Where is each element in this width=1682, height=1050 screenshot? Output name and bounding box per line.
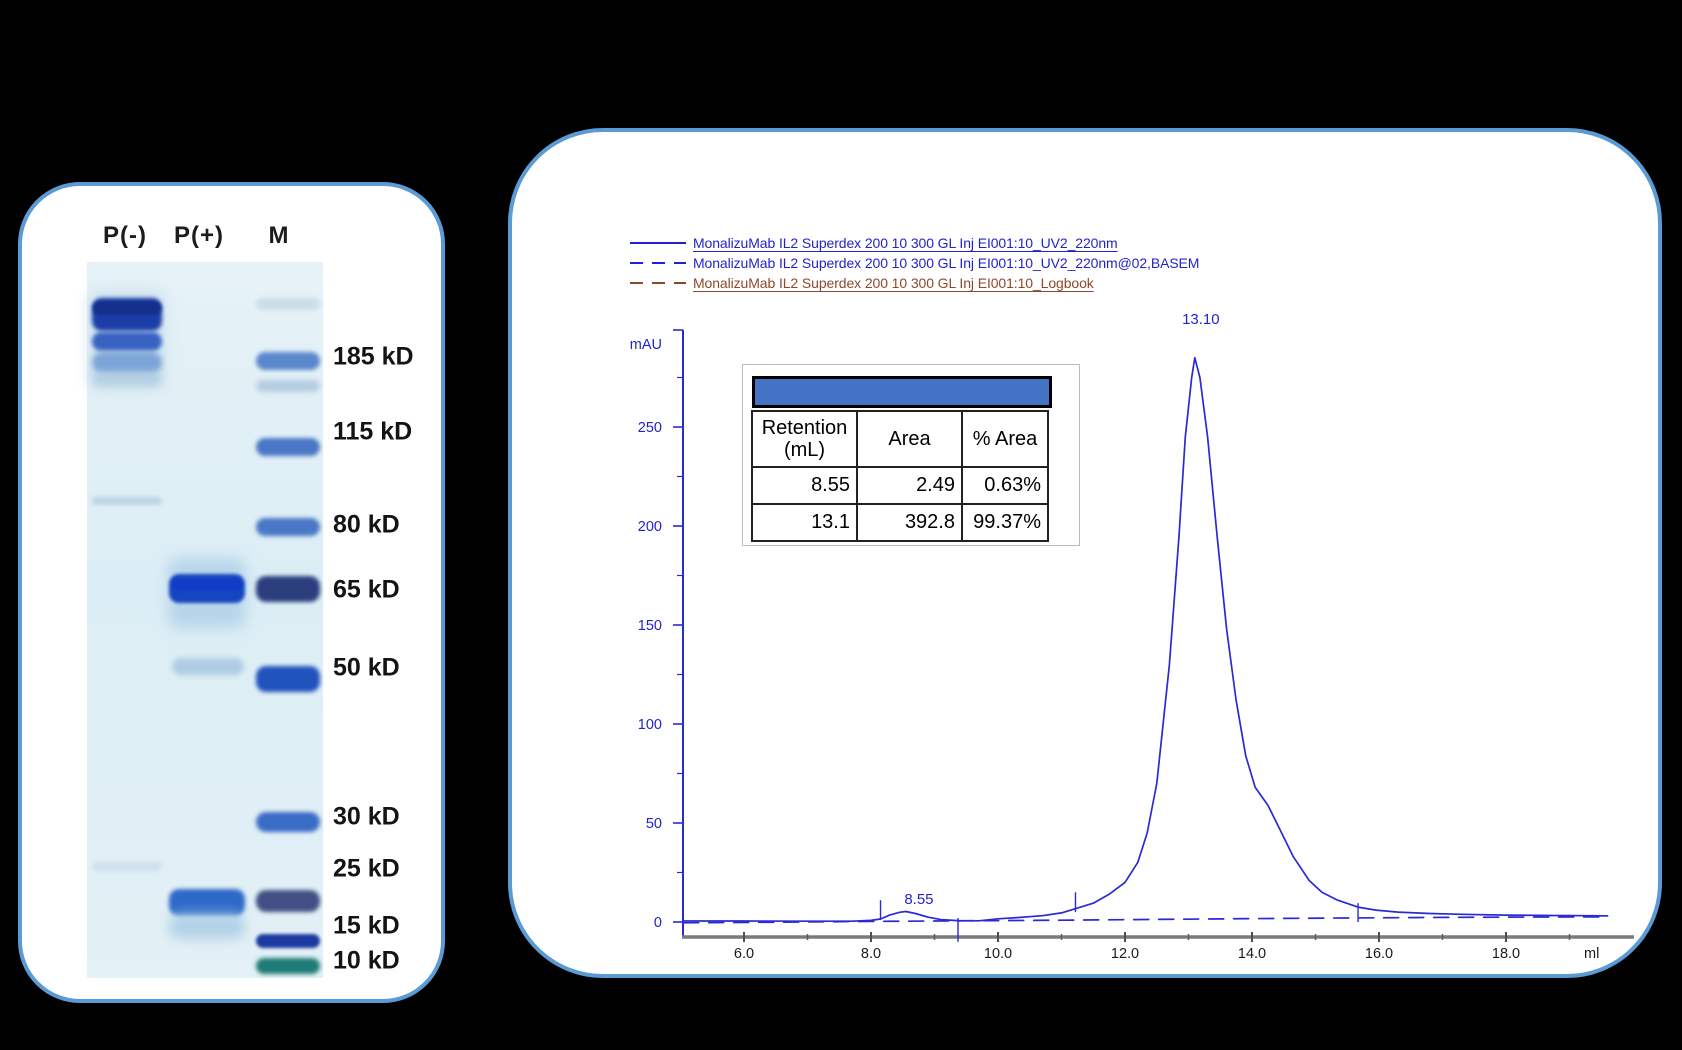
legend-label-logbook: MonalizuMab IL2 Superdex 200 10 300 GL I… [693,275,1094,291]
y-tick-label: 150 [638,618,662,634]
x-tick-label: 12.0 [1111,946,1139,962]
chromatogram-chart: 0 50 100 150 200 250 mAU 6.0 8.0 10.0 12.0 14.0 16.0… [630,311,1634,962]
table-row: 8.55 2.49 0.63% [751,466,1049,505]
y-tick-label: 200 [638,519,662,535]
x-tick-label: 8.0 [861,946,881,962]
gel-band [256,934,320,948]
legend-solid-line-icon [630,242,686,244]
mw-label-115kd: 115 kD [333,417,413,446]
y-tick-label: 250 [638,420,662,436]
table-header-pct-area: % Area [961,410,1049,468]
chromatogram-panel: MonalizuMab IL2 Superdex 200 10 300 GL I… [508,128,1662,978]
gel-band [256,958,320,974]
y-tick-label: 0 [654,915,662,931]
cell-area-2: 392.8 [856,503,963,542]
gel-band [256,380,320,392]
table-header-retention: Retention (mL) [751,410,858,468]
gel-band [256,352,320,370]
y-axis-unit: mAU [630,337,662,353]
gel-band [256,890,320,912]
mw-label-30kd: 30 kD [333,802,400,831]
peak-table: Retention (mL) Area % Area 8.55 2.49 0.6… [742,364,1080,546]
x-axis-unit: ml [1584,946,1599,962]
peak-table-grid: Retention (mL) Area % Area 8.55 2.49 0.6… [751,410,1049,542]
gel-band [172,658,244,675]
x-tick-label: 10.0 [984,946,1012,962]
legend-label-uv220: MonalizuMab IL2 Superdex 200 10 300 GL I… [693,235,1118,251]
lane-label-marker: M [268,222,290,249]
mw-label-65kd: 65 kD [333,575,400,604]
legend-item-logbook: MonalizuMab IL2 Superdex 200 10 300 GL I… [630,274,1094,292]
mw-label-15kd: 15 kD [333,911,400,940]
lane-label-p-plus: P(+) [173,222,225,249]
gel-band [93,301,161,315]
cell-pct-1: 0.63% [961,466,1049,505]
cell-pct-2: 99.37% [961,503,1049,542]
trace-solid [682,356,1609,923]
lane-label-p-minus: P(-) [103,222,147,249]
mw-label-25kd: 25 kD [333,854,400,883]
x-tick-label: 16.0 [1365,946,1393,962]
mw-label-50kd: 50 kD [333,653,400,682]
cell-area-1: 2.49 [856,466,963,505]
mw-label-185kd: 185 kD [333,342,414,371]
gel-panel: P(-) P(+) M 185 kD 115 kD 80 kD 65 kD 50… [18,182,445,1003]
gel-band [256,518,320,536]
y-tick-label: 50 [646,816,662,832]
gel-band [92,332,162,351]
mw-label-80kd: 80 kD [333,510,400,539]
gel-band [256,576,320,602]
gel-band [172,579,242,591]
gel-band [92,497,162,505]
legend-item-basem: MonalizuMab IL2 Superdex 200 10 300 GL I… [630,254,1199,272]
peak-label: 8.55 [904,891,933,908]
gel-band [169,913,245,939]
trace-dashed [682,916,1609,924]
legend-item-uv220: MonalizuMab IL2 Superdex 200 10 300 GL I… [630,234,1118,252]
cell-retention-2: 13.1 [751,503,858,542]
peak-label: 13.10 [1182,311,1220,328]
y-tick-label: 100 [638,717,662,733]
gel-band [256,812,320,832]
x-tick-label: 14.0 [1238,946,1266,962]
gel-band [256,438,320,456]
gel-band [169,889,245,916]
table-header-area: Area [856,410,963,468]
mw-label-10kd: 10 kD [333,946,400,975]
x-tick-label: 6.0 [734,946,754,962]
table-row: 13.1 392.8 99.37% [751,503,1049,542]
cell-retention-1: 8.55 [751,466,858,505]
gel-band [92,862,162,871]
gel-band [256,298,320,310]
legend-dashed-line-icon [630,262,686,264]
legend-brown-dashed-line-icon [630,282,686,284]
legend-label-basem: MonalizuMab IL2 Superdex 200 10 300 GL I… [693,255,1200,271]
gel-band [92,352,162,373]
x-tick-label: 18.0 [1492,946,1520,962]
table-header-bar [752,376,1052,408]
gel-band [256,666,320,692]
gel-band [92,372,162,386]
